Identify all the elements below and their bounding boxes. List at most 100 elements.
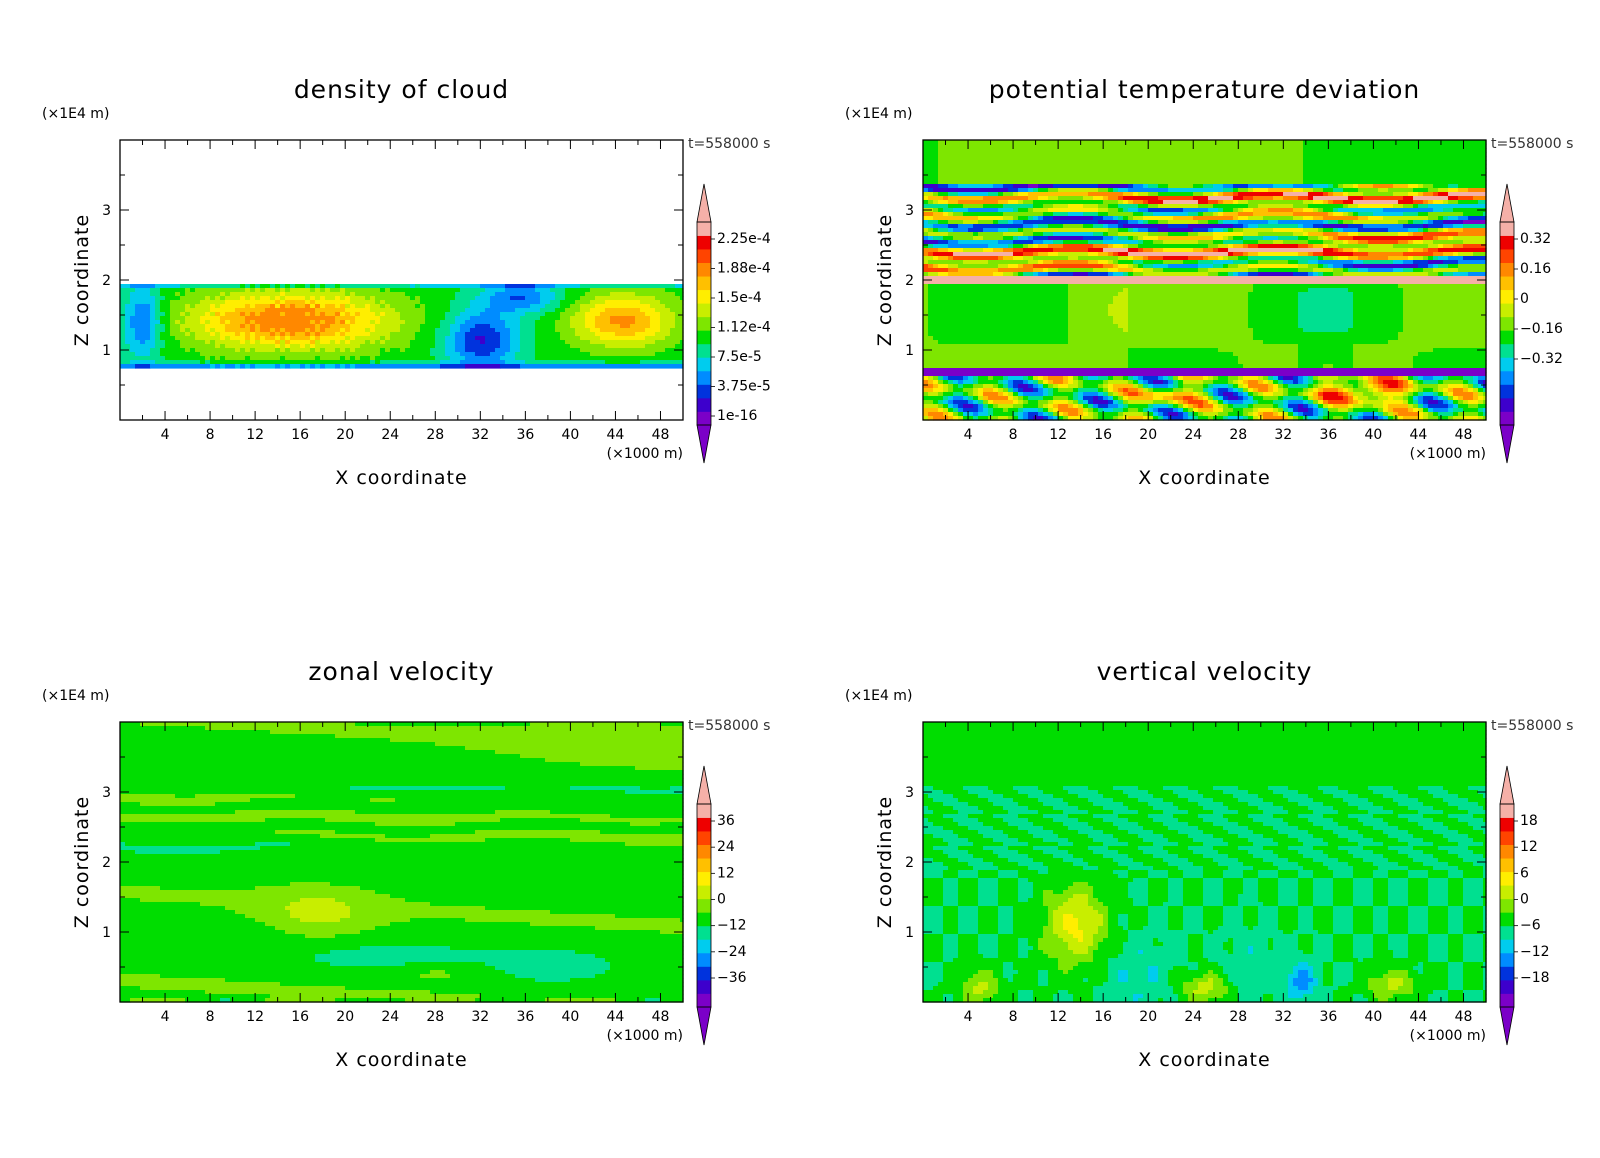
x-tick-label: 8 xyxy=(1009,1009,1018,1025)
chart-panel-2: potential temperature deviation (×1E4 m) t… xyxy=(845,75,1573,489)
colorbar-segment xyxy=(697,804,711,818)
colorbar-label: −24 xyxy=(717,944,747,960)
colorbar-label: 6 xyxy=(1520,865,1529,881)
y-tick-label: 3 xyxy=(905,785,914,801)
colorbar-lower-arrow xyxy=(1499,1006,1515,1046)
colorbar-segment xyxy=(697,330,711,345)
x-tick-label: 8 xyxy=(206,427,215,443)
colorbar-segment xyxy=(1500,330,1514,345)
colorbar-segment xyxy=(697,222,711,236)
x-tick-label: 28 xyxy=(426,427,444,443)
colorbar-segment xyxy=(697,262,711,277)
colorbar-label: −12 xyxy=(1520,944,1550,960)
colorbar-segment xyxy=(697,397,711,412)
x-tick-label: 12 xyxy=(246,427,264,443)
x-tick-label: 32 xyxy=(471,427,489,443)
heatmap-field xyxy=(923,140,1487,421)
colorbar-segment xyxy=(697,898,711,913)
x-tick-label: 40 xyxy=(561,1009,579,1025)
chart-title: density of cloud xyxy=(294,75,509,104)
x-tick-label: 48 xyxy=(1455,427,1473,443)
colorbar-label: 1.5e-4 xyxy=(717,290,762,306)
colorbar-segment xyxy=(1500,952,1514,967)
x-tick-label: 28 xyxy=(1229,427,1247,443)
x-tick-label: 16 xyxy=(1094,1009,1112,1025)
colorbar-segment xyxy=(697,871,711,886)
colorbar-segment xyxy=(1500,303,1514,318)
x-tick-label: 36 xyxy=(516,427,534,443)
x-tick-label: 12 xyxy=(246,1009,264,1025)
colorbar-segment xyxy=(1500,343,1514,358)
colorbar-label: 24 xyxy=(717,839,735,855)
x-tick-label: 32 xyxy=(471,1009,489,1025)
colorbar-label: 0 xyxy=(717,892,726,908)
colorbar-segment xyxy=(697,289,711,304)
colorbar-segment xyxy=(1500,817,1514,832)
x-tick-label: 36 xyxy=(1319,1009,1337,1025)
colorbar-segment xyxy=(1500,235,1514,250)
colorbar-label: 36 xyxy=(717,813,735,829)
y-axis-label: Z coordinate xyxy=(71,796,93,928)
colorbar-segment xyxy=(1500,912,1514,927)
x-tick-label: 12 xyxy=(1049,427,1067,443)
colorbar-segment xyxy=(697,966,711,981)
colorbar-segment xyxy=(697,885,711,900)
colorbar-lower-arrow xyxy=(696,1006,712,1046)
colorbar-segment xyxy=(1500,357,1514,372)
colorbar-segment xyxy=(697,235,711,250)
colorbar-label: 0.16 xyxy=(1520,261,1551,277)
heatmap-field xyxy=(120,722,684,1003)
colorbar-segment xyxy=(697,831,711,845)
colorbar-lower-arrow xyxy=(1499,424,1515,464)
colorbar-segment xyxy=(1500,844,1514,859)
colorbar: 36 24 12 0 −12 −24 −36 xyxy=(696,765,747,1046)
colorbar-label: 1.12e-4 xyxy=(717,320,771,336)
colorbar-segment xyxy=(1500,966,1514,981)
x-tick-label: 16 xyxy=(291,1009,309,1025)
chart-panel-3: zonal velocity(×1E4 m)t=558000 s4 8 12 16 20… xyxy=(42,657,770,1071)
x-tick-label: 40 xyxy=(1364,1009,1382,1025)
x-axis-label: X coordinate xyxy=(1138,1049,1270,1071)
x-axis-label: X coordinate xyxy=(335,467,467,489)
colorbar-segment xyxy=(697,817,711,832)
colorbar-segment xyxy=(697,912,711,927)
x-tick-label: 40 xyxy=(561,427,579,443)
x-tick-label: 4 xyxy=(161,1009,170,1025)
time-label: t=558000 s xyxy=(1491,136,1573,152)
colorbar-segment xyxy=(1500,411,1514,426)
colorbar-segment xyxy=(697,993,711,1008)
x-tick-label: 16 xyxy=(291,427,309,443)
colorbar-label: 0.32 xyxy=(1520,231,1551,247)
x-tick-label: 8 xyxy=(206,1009,215,1025)
chart-panel-4: vertical velocity(×1E4 m)t=558000 s4 8 12 1… xyxy=(845,657,1573,1071)
y-tick-label: 2 xyxy=(102,855,111,871)
x-tick-label: 24 xyxy=(381,1009,399,1025)
colorbar-segment xyxy=(697,370,711,385)
chart-panel-1: density of cloud(×1E4 m)t=558000 s4 8 12 16… xyxy=(42,75,771,489)
x-tick-label: 48 xyxy=(652,1009,670,1025)
x-tick-label: 16 xyxy=(1094,427,1112,443)
colorbar-segment xyxy=(697,939,711,954)
x-tick-label: 20 xyxy=(1139,1009,1157,1025)
colorbar-segment xyxy=(697,858,711,873)
colorbar-label: 12 xyxy=(1520,839,1538,855)
y-tick-label: 3 xyxy=(905,203,914,219)
colorbar-segment xyxy=(697,384,711,399)
x-tick-label: 20 xyxy=(336,1009,354,1025)
chart-title: vertical velocity xyxy=(1097,657,1313,686)
x-tick-label: 4 xyxy=(964,427,973,443)
colorbar-upper-arrow xyxy=(696,765,712,805)
y-tick-label: 3 xyxy=(102,785,111,801)
colorbar-label: 2.25e-4 xyxy=(717,231,771,247)
colorbar-segment xyxy=(1500,262,1514,277)
colorbar-segment xyxy=(1500,397,1514,412)
y-tick-label: 1 xyxy=(905,925,914,941)
heatmap-field xyxy=(923,722,1487,1003)
colorbar-label: −12 xyxy=(717,918,747,934)
colorbar-segment xyxy=(1500,871,1514,886)
y-tick-label: 1 xyxy=(102,925,111,941)
colorbar-segment xyxy=(1500,979,1514,994)
y-tick-label: 1 xyxy=(102,343,111,359)
x-tick-label: 24 xyxy=(381,427,399,443)
colorbar-label: −6 xyxy=(1520,918,1541,934)
